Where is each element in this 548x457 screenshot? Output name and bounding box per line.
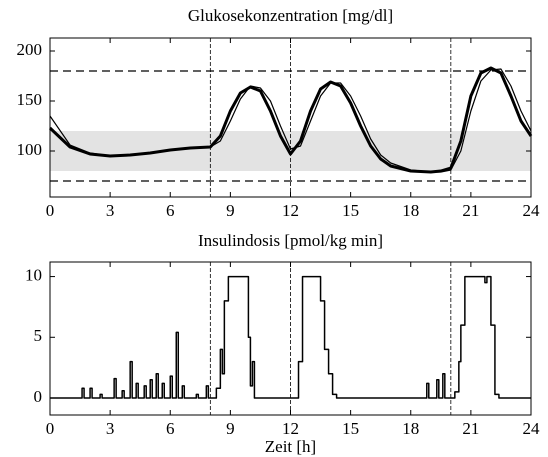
- x-tick-label: 24: [523, 201, 541, 220]
- series-line: [50, 275, 531, 399]
- x-tick-label: 21: [462, 201, 479, 220]
- x-tick-label: 12: [282, 201, 299, 220]
- y-tick-label: 150: [17, 90, 43, 109]
- y-tick-label: 10: [25, 265, 42, 284]
- x-tick-label: 3: [106, 419, 115, 438]
- x-tick-label: 15: [342, 419, 359, 438]
- y-tick-label: 200: [17, 40, 43, 59]
- x-tick-label: 3: [106, 201, 115, 220]
- x-tick-label: 9: [226, 419, 235, 438]
- x-tick-label: 15: [342, 201, 359, 220]
- panel-title: Insulindosis [pmol/kg min]: [198, 231, 383, 250]
- y-tick-label: 5: [34, 326, 43, 345]
- x-tick-label: 21: [462, 419, 479, 438]
- x-tick-label: 18: [402, 419, 419, 438]
- x-axis-label: Zeit [h]: [265, 437, 316, 456]
- x-tick-label: 6: [166, 201, 175, 220]
- x-tick-label: 18: [402, 201, 419, 220]
- series-line: [49, 68, 532, 173]
- x-tick-label: 0: [46, 201, 55, 220]
- y-tick-label: 0: [34, 387, 43, 406]
- panel-title: Glukosekonzentration [mg/dl]: [188, 6, 393, 25]
- x-tick-label: 12: [282, 419, 299, 438]
- x-tick-label: 24: [523, 419, 541, 438]
- x-tick-label: 9: [226, 201, 235, 220]
- x-tick-label: 6: [166, 419, 175, 438]
- x-tick-label: 0: [46, 419, 55, 438]
- y-tick-label: 100: [17, 140, 43, 159]
